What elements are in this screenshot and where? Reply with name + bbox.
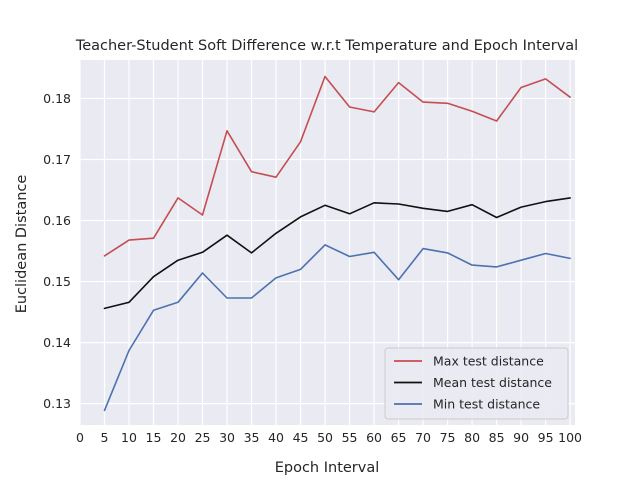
legend-label: Max test distance xyxy=(433,354,544,369)
x-tick-label: 35 xyxy=(244,430,260,445)
x-tick-label: 100 xyxy=(558,430,582,445)
y-tick-label: 0.17 xyxy=(43,152,71,167)
series-lines xyxy=(103,75,571,412)
x-tick-label: 20 xyxy=(170,430,186,445)
y-axis-ticks: 0.13 0.14 0.15 0.16 0.17 0.18 xyxy=(43,91,71,411)
y-axis-label: Euclidean Distance xyxy=(14,175,30,314)
y-tick-label: 0.13 xyxy=(43,396,71,411)
series-line-3 xyxy=(103,244,571,412)
x-axis-ticks: 0 5 10 15 20 25 30 35 40 45 50 55 60 65 70 75 80 85 90 95 10… xyxy=(76,430,582,445)
x-tick-label: 50 xyxy=(317,430,333,445)
x-tick-label: 40 xyxy=(268,430,284,445)
x-tick-label: 30 xyxy=(219,430,235,445)
x-tick-label: 15 xyxy=(146,430,162,445)
x-tick-label: 60 xyxy=(366,430,382,445)
series-line-2 xyxy=(103,197,571,310)
x-tick-label: 85 xyxy=(489,430,505,445)
chart-title: Teacher-Student Soft Difference w.r.t Te… xyxy=(75,38,578,54)
series-line-1 xyxy=(103,75,571,257)
x-tick-label: 25 xyxy=(195,430,211,445)
x-tick-label: 75 xyxy=(440,430,456,445)
y-tick-label: 0.16 xyxy=(43,213,71,228)
legend-box xyxy=(384,347,569,420)
x-tick-label: 65 xyxy=(391,430,407,445)
x-tick-label: 45 xyxy=(293,430,309,445)
legend-label: Min test distance xyxy=(433,397,540,412)
y-tick-label: 0.15 xyxy=(43,274,71,289)
legend: Max test distance Mean test distance Min t… xyxy=(384,347,569,420)
x-tick-label: 95 xyxy=(538,430,554,445)
x-tick-label: 70 xyxy=(415,430,431,445)
x-tick-label: 10 xyxy=(121,430,137,445)
y-tick-label: 0.14 xyxy=(43,335,71,350)
legend-label: Mean test distance xyxy=(433,375,552,390)
x-tick-label: 5 xyxy=(101,430,109,445)
y-tick-label: 0.18 xyxy=(43,91,71,106)
x-tick-label: 0 xyxy=(76,430,84,445)
x-tick-label: 80 xyxy=(464,430,480,445)
x-axis-label: Epoch Interval xyxy=(275,460,380,476)
x-tick-label: 90 xyxy=(513,430,529,445)
x-tick-label: 55 xyxy=(342,430,358,445)
